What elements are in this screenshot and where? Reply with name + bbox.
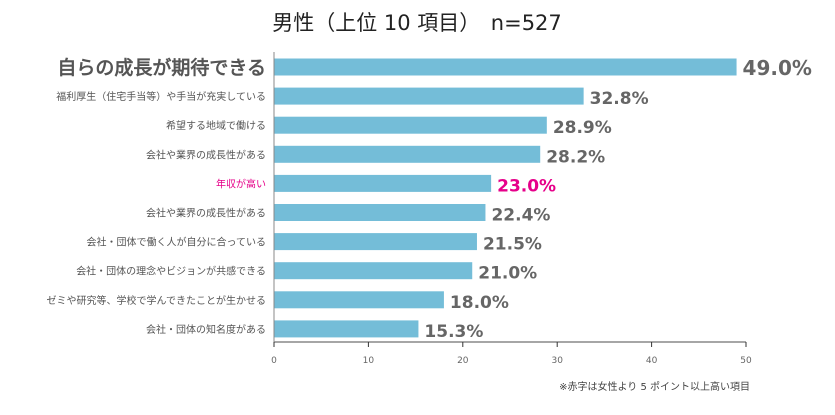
- x-tick-label: 20: [457, 356, 469, 366]
- category-label: 希望する地域で働ける: [166, 119, 266, 132]
- bar: [274, 87, 584, 105]
- value-label: 22.4%: [491, 206, 550, 226]
- value-label: 18.0%: [450, 293, 509, 313]
- bar: [274, 58, 737, 76]
- category-label: 会社や業界の成長性がある: [146, 148, 266, 161]
- category-label: 福利厚生（住宅手当等）や手当が充実している: [56, 90, 266, 103]
- bar: [274, 116, 547, 134]
- value-label: 32.8%: [590, 89, 649, 109]
- category-label: 会社・団体の知名度がある: [146, 323, 266, 336]
- value-label: 49.0%: [743, 56, 812, 80]
- value-label: 23.0%: [497, 176, 556, 196]
- value-label: 28.9%: [553, 118, 612, 138]
- bar: [274, 233, 477, 251]
- value-label: 21.0%: [478, 264, 537, 284]
- x-tick-label: 0: [271, 356, 277, 366]
- bar: [274, 204, 486, 221]
- x-tick-label: 10: [363, 356, 375, 366]
- category-label: 自らの成長が期待できる: [57, 56, 266, 79]
- category-label: 年収が高い: [216, 177, 266, 190]
- x-tick-label: 40: [646, 356, 658, 366]
- chart-title: 男性（上位 10 項目） n=527: [272, 11, 562, 35]
- bar: [274, 320, 419, 338]
- category-label: 会社・団体の理念やビジョンが共感できる: [76, 265, 266, 278]
- category-label: ゼミや研究等、学校で学んできたことが生かせる: [47, 294, 267, 307]
- bar: [274, 174, 492, 192]
- value-label: 21.5%: [483, 235, 542, 255]
- category-label: 会社や業界の成長性がある: [146, 207, 266, 220]
- bar: [274, 262, 473, 280]
- chart-note: ※赤字は女性より 5 ポイント以上高い項目: [559, 380, 750, 393]
- x-tick-label: 30: [551, 356, 563, 366]
- value-label: 15.3%: [424, 322, 483, 342]
- value-label: 28.2%: [546, 147, 605, 167]
- bar: [274, 145, 541, 163]
- category-label: 会社・団体で働く人が自分に合っている: [87, 236, 267, 249]
- x-tick-label: 50: [740, 356, 752, 366]
- bar: [274, 291, 444, 309]
